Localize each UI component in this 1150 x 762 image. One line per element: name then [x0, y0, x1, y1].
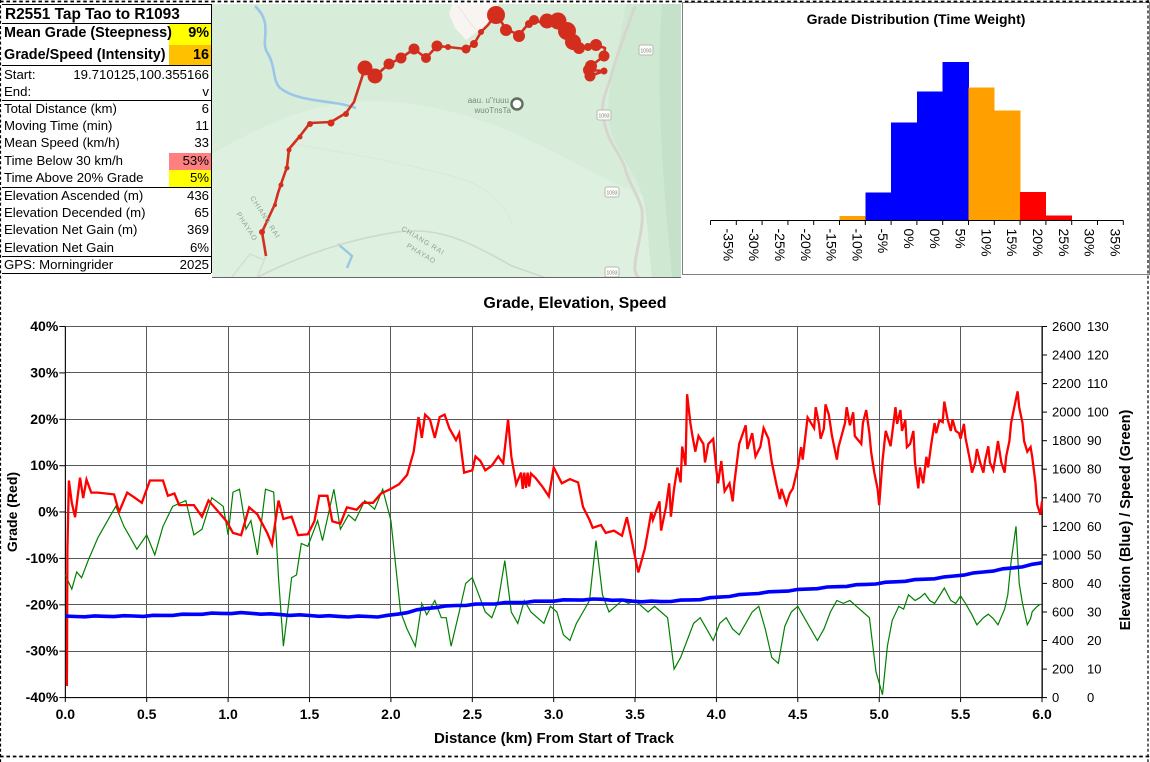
- svg-text:40: 40: [1087, 576, 1101, 591]
- svg-text:-40%: -40%: [26, 689, 59, 705]
- svg-text:60: 60: [1087, 519, 1101, 534]
- svg-text:30%: 30%: [30, 364, 59, 380]
- svg-text:130: 130: [1087, 319, 1109, 334]
- svg-text:90: 90: [1087, 433, 1101, 448]
- svg-text:Grade Distribution (Time Weigh: Grade Distribution (Time Weight): [807, 11, 1026, 27]
- svg-text:35%: 35%: [1107, 229, 1123, 257]
- svg-text:2.0: 2.0: [381, 706, 401, 722]
- svg-text:6.0: 6.0: [1032, 706, 1052, 722]
- svg-text:4.5: 4.5: [788, 706, 808, 722]
- svg-text:5.5: 5.5: [951, 706, 971, 722]
- svg-text:4.0: 4.0: [707, 706, 727, 722]
- svg-text:1400: 1400: [1052, 490, 1081, 505]
- svg-text:1.5: 1.5: [300, 706, 320, 722]
- svg-text:30%: 30%: [1082, 229, 1098, 257]
- svg-text:1600: 1600: [1052, 462, 1081, 477]
- svg-text:0%: 0%: [901, 229, 917, 249]
- svg-text:1093: 1093: [640, 49, 651, 55]
- svg-text:3.0: 3.0: [544, 706, 564, 722]
- svg-text:Elevation (Blue) / Speed (Gree: Elevation (Blue) / Speed (Green): [1118, 409, 1134, 630]
- svg-text:20%: 20%: [1030, 229, 1046, 257]
- svg-text:10%: 10%: [978, 229, 994, 257]
- svg-text:-25%: -25%: [772, 229, 788, 262]
- svg-text:2200: 2200: [1052, 376, 1081, 391]
- svg-text:0: 0: [1052, 690, 1059, 705]
- svg-text:1000: 1000: [1052, 547, 1081, 562]
- svg-text:0.0: 0.0: [56, 706, 76, 722]
- svg-text:0.5: 0.5: [137, 706, 157, 722]
- svg-text:Grade, Elevation, Speed: Grade, Elevation, Speed: [483, 295, 666, 312]
- svg-text:5.0: 5.0: [869, 706, 889, 722]
- svg-text:1093: 1093: [598, 114, 609, 120]
- svg-text:400: 400: [1052, 633, 1074, 648]
- svg-text:2.5: 2.5: [463, 706, 483, 722]
- svg-text:20: 20: [1087, 633, 1101, 648]
- svg-text:-15%: -15%: [824, 229, 840, 262]
- svg-text:10: 10: [1087, 662, 1101, 677]
- svg-text:25%: 25%: [1056, 229, 1072, 257]
- svg-text:1200: 1200: [1052, 519, 1081, 534]
- svg-text:20%: 20%: [30, 411, 59, 427]
- svg-text:-10%: -10%: [849, 229, 865, 262]
- svg-text:2600: 2600: [1052, 319, 1081, 334]
- svg-text:-20%: -20%: [26, 596, 59, 612]
- svg-text:-5%: -5%: [875, 229, 891, 254]
- svg-text:aau. u''ruuu: aau. u''ruuu: [468, 96, 509, 105]
- svg-text:1.0: 1.0: [218, 706, 238, 722]
- svg-text:1093: 1093: [606, 191, 617, 197]
- svg-text:2400: 2400: [1052, 348, 1081, 363]
- svg-text:800: 800: [1052, 576, 1074, 591]
- svg-text:0%: 0%: [38, 504, 59, 520]
- svg-text:wuoTnsTa: wuoTnsTa: [474, 106, 512, 115]
- svg-text:-20%: -20%: [798, 229, 814, 262]
- svg-text:-10%: -10%: [26, 550, 59, 566]
- svg-text:1800: 1800: [1052, 433, 1081, 448]
- svg-text:2000: 2000: [1052, 405, 1081, 420]
- svg-text:15%: 15%: [1004, 229, 1020, 257]
- svg-text:Distance (km) From Start of Tr: Distance (km) From Start of Track: [434, 730, 675, 747]
- svg-text:600: 600: [1052, 605, 1074, 620]
- svg-text:110: 110: [1087, 376, 1108, 391]
- svg-text:200: 200: [1052, 662, 1074, 677]
- svg-text:100: 100: [1087, 405, 1109, 420]
- svg-text:0%: 0%: [927, 229, 943, 249]
- svg-text:-35%: -35%: [720, 229, 736, 262]
- svg-text:-30%: -30%: [26, 643, 59, 659]
- svg-text:10%: 10%: [30, 457, 59, 473]
- svg-text:50: 50: [1087, 547, 1101, 562]
- svg-text:70: 70: [1087, 490, 1101, 505]
- svg-text:40%: 40%: [30, 318, 59, 334]
- svg-text:30: 30: [1087, 605, 1101, 620]
- svg-text:5%: 5%: [953, 229, 969, 249]
- svg-text:3.5: 3.5: [625, 706, 645, 722]
- svg-text:80: 80: [1087, 462, 1101, 477]
- svg-text:-30%: -30%: [746, 229, 762, 262]
- svg-text:120: 120: [1087, 348, 1109, 363]
- svg-text:0: 0: [1087, 690, 1094, 705]
- svg-text:1093: 1093: [606, 271, 617, 277]
- svg-text:Grade (Red): Grade (Red): [4, 472, 20, 552]
